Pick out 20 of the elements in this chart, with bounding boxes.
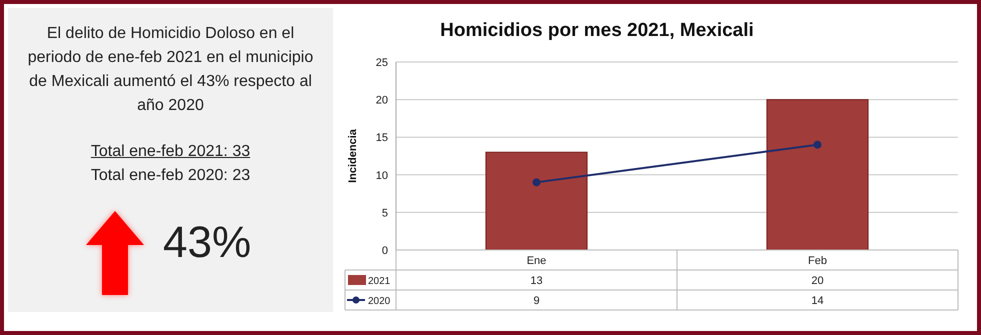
legend-label: 2021	[368, 276, 391, 287]
text: Total ene-feb 2020: 23	[90, 166, 252, 186]
y-tick-label: 5	[382, 207, 388, 220]
y-tick-label: 25	[376, 57, 388, 69]
data-label: 20	[811, 275, 824, 287]
y-axis-title: Incidencia	[347, 128, 359, 183]
x-tick-label: Ene	[526, 255, 546, 267]
data-label: 13	[530, 275, 543, 287]
chart-title: Homicidios por mes 2021, Mexicali	[440, 20, 754, 41]
y-tick-label: 15	[376, 132, 388, 144]
data-label: 9	[533, 295, 540, 307]
y-tick-label: 0	[382, 245, 388, 257]
x-tick-label: Feb	[808, 255, 827, 267]
text: El delito de Homicidio Doloso en el periodo de ene-feb 2021 en el municipio de Mexicali aumentó el 43% respecto al año 2020	[26, 24, 314, 116]
text: Total ene-feb 2021: 33	[90, 143, 250, 160]
legend-label: 2020	[368, 296, 391, 307]
text: 43%	[163, 218, 252, 268]
y-tick-label: 10	[376, 170, 388, 182]
y-tick-label: 20	[376, 94, 388, 107]
data-label: 14	[811, 295, 824, 307]
